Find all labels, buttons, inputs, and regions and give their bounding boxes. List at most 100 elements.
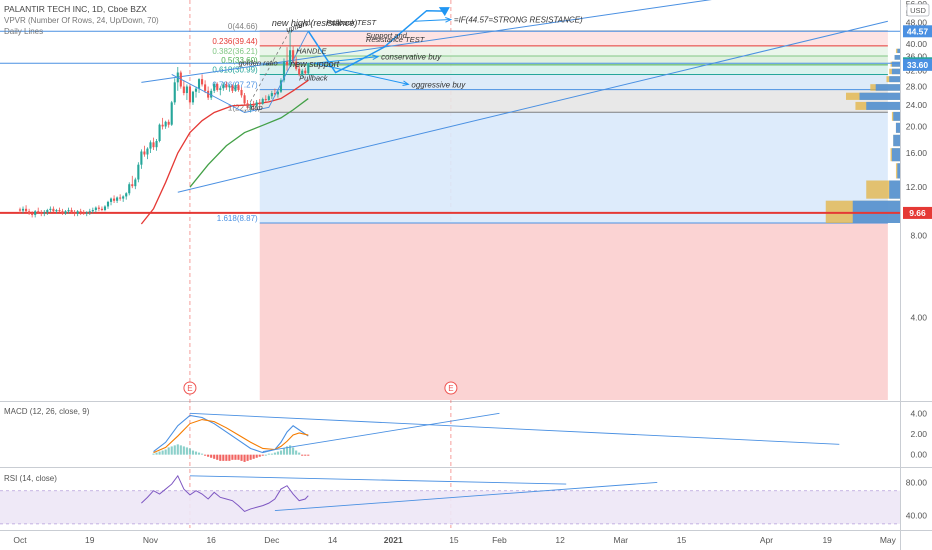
conservative-buy-arrow-label: conservative buy (381, 53, 442, 62)
vpvr-bar-up (895, 122, 900, 133)
macd-histogram-bar (307, 454, 310, 456)
macd-histogram-bar (258, 454, 261, 457)
candle-body (76, 211, 79, 214)
candle-body (264, 99, 267, 101)
macd-histogram-bar (292, 447, 295, 455)
fib-level-label: 1(22.54) (228, 103, 258, 112)
macd-histogram-bar (207, 454, 210, 457)
macd-histogram-bar (249, 454, 252, 460)
candle-body (164, 121, 167, 127)
macd-histogram-bar (243, 454, 246, 462)
candle-body (37, 211, 40, 213)
candle-body (173, 82, 176, 103)
vpvr-bar-up (893, 111, 900, 121)
macd-histogram-bar (222, 454, 225, 461)
macd-histogram-bar (279, 450, 283, 455)
candle-body (210, 90, 213, 98)
chart-annotation: Resistance TEST (366, 35, 426, 44)
projection-arrowhead (438, 7, 450, 17)
candle-body (40, 212, 43, 214)
macd-histogram-bar (228, 454, 231, 461)
rsi-trendline (189, 475, 567, 485)
price-badge (903, 206, 932, 219)
fib-level-label: 0.236(39.44) (212, 37, 258, 46)
price-badge (903, 25, 932, 38)
macd-histogram-bar (295, 450, 298, 455)
uptrend-dashed-line (244, 29, 291, 113)
macd-histogram-bar (234, 454, 237, 460)
fib-level-label: 0.618(30.99) (212, 65, 258, 74)
candle-body (191, 91, 195, 103)
macd-histogram-bar (194, 451, 198, 455)
macd-histogram-bar (152, 453, 155, 455)
candle-body (91, 210, 94, 212)
chart-annotation: Pullback TEST (326, 18, 377, 27)
candle-body (134, 179, 137, 187)
candle-body (243, 95, 246, 104)
vpvr-bar-up (889, 76, 900, 83)
macd-histogram-bar (298, 452, 301, 455)
time-axis-tick-label: Feb (492, 535, 507, 545)
chart-annotation: Pullback (299, 73, 329, 82)
macd-histogram-bar (282, 448, 286, 455)
daily-lines-label: Daily Lines (4, 27, 43, 36)
candle-body (304, 70, 307, 74)
candle-body (185, 86, 188, 94)
fib-level-label: 0.382(36.21) (212, 47, 258, 56)
candle-body (97, 207, 100, 209)
candle-body (197, 79, 201, 89)
vpvr-bar-up (894, 55, 900, 60)
macd-histogram-bar (167, 447, 170, 455)
candle-body (161, 124, 164, 127)
macd-histogram-bar (237, 454, 240, 460)
time-axis-tick-label: Mar (614, 535, 629, 545)
macd-histogram-bar (261, 454, 264, 456)
macd-histogram-bar (213, 454, 216, 459)
price-axis-tick-label: 48.00 (906, 17, 928, 27)
candle-body (285, 61, 289, 66)
candle-body (70, 210, 73, 213)
macd-histogram-bar (161, 450, 164, 455)
macd-histogram-bar (219, 454, 222, 461)
macd-trendline (189, 412, 840, 445)
candle-body (258, 102, 261, 104)
earnings-marker-label: E (448, 384, 453, 393)
price-axis-tick-label: 12.00 (906, 182, 928, 192)
candle-body (94, 207, 97, 211)
vpvr-bar-up (859, 92, 900, 100)
candle-body (246, 103, 249, 108)
macd-axis-tick-label: 2.00 (910, 429, 927, 439)
candle-body (158, 124, 161, 141)
vpvr-bar-up (897, 163, 900, 179)
candle-body (295, 61, 298, 69)
price-axis-tick-label: 40.00 (906, 39, 928, 49)
earnings-marker-icon (183, 381, 197, 395)
macd-histogram-bar (289, 445, 292, 455)
macd-histogram-bar (252, 454, 255, 459)
candle-body (109, 198, 113, 202)
vpvr-bar-up (893, 134, 900, 147)
fib-level-label: 0(44.66) (228, 22, 258, 31)
time-axis-tick-label: Apr (760, 535, 773, 545)
macd-histogram-bar (173, 445, 176, 455)
candle-body (119, 197, 122, 199)
candle-body (125, 193, 128, 197)
macd-histogram-bar (210, 454, 213, 458)
macd-histogram-bar (201, 453, 204, 455)
channel-upper-line (141, 0, 712, 83)
macd-axis-tick-label: 4.00 (910, 408, 927, 418)
candle-body (194, 88, 198, 92)
macd-histogram-bar (225, 454, 228, 461)
aggressive-buy-arrow-line (314, 62, 409, 85)
vpvr-bar-up (852, 200, 900, 224)
macd-histogram-bar (273, 452, 276, 455)
candle-body (170, 102, 173, 125)
candle-body (34, 211, 37, 215)
price-axis-tick-label: 8.00 (910, 230, 927, 240)
cup-zigzag-line (171, 30, 309, 113)
earnings-marker-icon (444, 381, 458, 395)
chart-annotation: new high (resistance) (272, 18, 358, 28)
aggressive-buy-arrow-label: oggressive buy (411, 80, 466, 89)
macd-histogram-bar (255, 454, 258, 458)
time-axis-tick-label: 12 (555, 535, 565, 545)
